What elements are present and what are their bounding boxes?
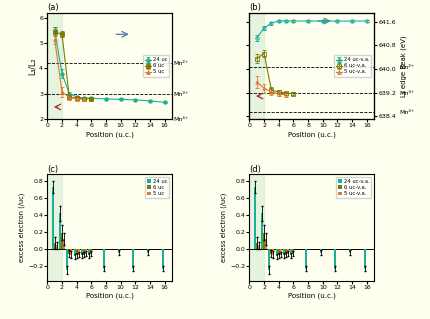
Bar	[59, 213, 61, 249]
X-axis label: Position (u.c.): Position (u.c.)	[86, 293, 134, 299]
Bar	[117, 249, 120, 253]
Y-axis label: excess electron (/uc): excess electron (/uc)	[221, 193, 227, 262]
Legend: 24 uc-v.a., 6 uc-v.a., 5 uc-v.a.: 24 uc-v.a., 6 uc-v.a., 5 uc-v.a.	[336, 177, 372, 198]
Bar	[54, 243, 55, 249]
Text: (c): (c)	[47, 165, 58, 174]
Legend: 24 uc, 6 uc, 5 uc: 24 uc, 6 uc, 5 uc	[143, 55, 169, 77]
Bar	[265, 239, 267, 249]
Legend: 24 uc-v.a., 6 uc-v.a., 5 uc-v.a.: 24 uc-v.a., 6 uc-v.a., 5 uc-v.a.	[334, 55, 372, 77]
Bar	[349, 249, 351, 253]
X-axis label: Position (u.c.): Position (u.c.)	[288, 131, 336, 137]
Bar	[270, 249, 273, 254]
Bar	[74, 249, 76, 256]
Y-axis label: L₃/L₂: L₃/L₂	[28, 57, 37, 75]
Bar	[319, 249, 322, 253]
Bar	[47, 174, 62, 281]
Bar	[273, 249, 274, 255]
Bar	[335, 249, 336, 269]
X-axis label: Position (u.c.): Position (u.c.)	[86, 131, 134, 137]
Bar	[147, 249, 149, 253]
Bar	[287, 249, 289, 254]
Bar	[263, 233, 265, 249]
Bar	[61, 233, 63, 249]
Bar	[52, 187, 54, 249]
Bar	[280, 249, 282, 255]
Bar	[66, 249, 68, 270]
Bar	[249, 174, 264, 281]
Bar	[292, 249, 295, 254]
Y-axis label: L₃ edge Peak (eV): L₃ edge Peak (eV)	[400, 35, 407, 97]
Bar	[162, 249, 164, 269]
Bar	[364, 249, 366, 269]
Bar	[55, 245, 58, 249]
Y-axis label: excess electron (/uc): excess electron (/uc)	[19, 193, 25, 262]
Text: (d): (d)	[249, 165, 261, 174]
Bar	[249, 13, 264, 119]
Bar	[276, 249, 278, 256]
Text: (b): (b)	[249, 3, 261, 12]
Bar	[283, 249, 285, 256]
Bar	[76, 249, 78, 256]
Bar	[103, 249, 105, 269]
X-axis label: Position (u.c.): Position (u.c.)	[288, 293, 336, 299]
Bar	[81, 249, 83, 256]
Text: (a): (a)	[47, 3, 59, 12]
Bar	[132, 249, 134, 269]
Bar	[305, 249, 307, 269]
Bar	[256, 243, 258, 249]
Bar	[71, 249, 72, 255]
Bar	[285, 249, 287, 255]
Bar	[268, 249, 270, 270]
Legend: 24 uc, 6 uc, 5 uc: 24 uc, 6 uc, 5 uc	[145, 177, 169, 198]
Bar	[68, 249, 71, 254]
Bar	[88, 249, 90, 256]
Bar	[90, 249, 92, 254]
Bar	[290, 249, 292, 256]
Bar	[83, 249, 85, 255]
Bar	[258, 245, 260, 249]
Bar	[254, 187, 256, 249]
Bar	[47, 13, 62, 119]
Bar	[261, 213, 263, 249]
Bar	[278, 249, 280, 256]
Bar	[78, 249, 80, 255]
Bar	[85, 249, 87, 254]
Bar	[63, 239, 65, 249]
